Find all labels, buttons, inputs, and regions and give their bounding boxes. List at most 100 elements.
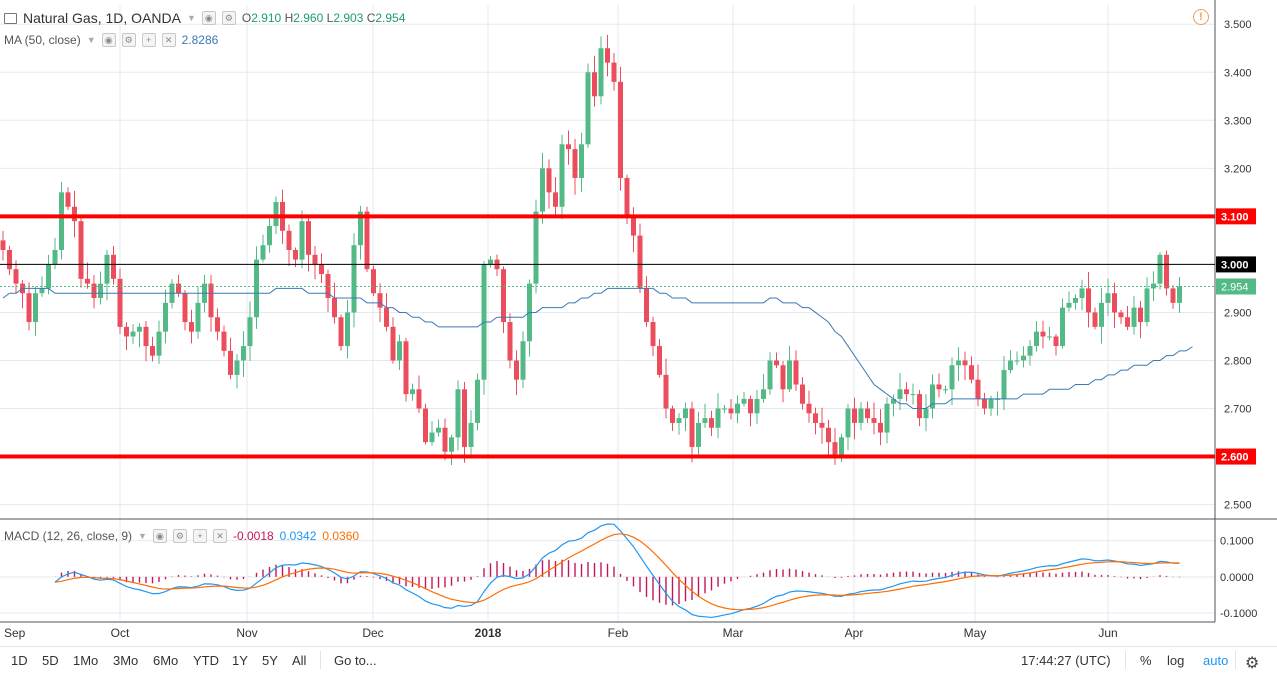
macd-label[interactable]: MACD (12, 26, close, 9) <box>4 529 133 543</box>
candle-down <box>85 278 90 284</box>
time-axis-label: Jun <box>1098 626 1117 640</box>
alert-icon[interactable]: ! <box>1193 9 1209 25</box>
settings-icon[interactable]: ⚙ <box>221 11 236 25</box>
range-1y[interactable]: 1Y <box>232 653 248 668</box>
candle-down <box>852 408 857 423</box>
candle-down <box>117 278 123 327</box>
candle-down <box>1086 288 1091 313</box>
price-axis-label: 2.500 <box>1224 500 1252 512</box>
candle-down <box>423 408 428 443</box>
candle-up <box>858 408 864 423</box>
candle-up <box>839 437 844 457</box>
close-value: 2.954 <box>375 11 406 25</box>
range-5y[interactable]: 5Y <box>262 653 278 668</box>
chevron-down-icon[interactable]: ▼ <box>138 531 147 541</box>
ma-label[interactable]: MA (50, close) <box>4 33 81 47</box>
clock-readout[interactable]: 17:44:27 (UTC) <box>1021 653 1111 668</box>
candle-down <box>819 422 825 428</box>
add-icon[interactable]: + <box>192 529 207 543</box>
candle-up <box>956 360 961 366</box>
candle-up <box>1177 286 1182 303</box>
candle-up <box>1073 298 1078 303</box>
time-axis-label: Oct <box>111 626 130 640</box>
eye-icon[interactable]: ◉ <box>101 33 116 47</box>
log-toggle[interactable]: log <box>1167 653 1185 668</box>
close-icon[interactable]: ✕ <box>161 33 176 47</box>
candle-up <box>1105 293 1111 303</box>
candle-up <box>1021 355 1026 361</box>
candle-down <box>306 221 311 255</box>
price-axis-label: 3.500 <box>1224 19 1252 31</box>
ma-legend: MA (50, close) ▼ ◉ ⚙ + ✕ 2.8286 <box>4 33 218 47</box>
candle-down <box>1125 317 1130 327</box>
candle-down <box>774 360 779 366</box>
candle-up <box>260 245 266 260</box>
time-axis-label: Mar <box>723 626 744 640</box>
symbol-title[interactable]: Natural Gas, 1D, OANDA <box>23 10 181 26</box>
candle-up <box>559 144 565 207</box>
range-ytd[interactable]: YTD <box>193 653 219 668</box>
candle-up <box>533 211 539 284</box>
candle-up <box>910 394 916 396</box>
candle-down <box>832 442 838 457</box>
candle-up <box>702 418 708 423</box>
settings-icon[interactable]: ⚙ <box>172 529 187 543</box>
candle-down <box>813 413 818 423</box>
goto-button[interactable]: Go to... <box>334 653 377 668</box>
collapse-legend-icon[interactable] <box>4 12 17 24</box>
time-axis-label: Feb <box>608 626 629 640</box>
close-icon[interactable]: ✕ <box>212 529 227 543</box>
chevron-down-icon[interactable]: ▼ <box>86 35 96 45</box>
candle-down <box>650 322 656 347</box>
candle-down <box>1170 288 1176 303</box>
range-5d[interactable]: 5D <box>42 653 59 668</box>
chart-canvas[interactable]: Sep Oct Nov Dec 2018 Feb Mar Apr May Jun 2.500 2.60… <box>0 0 1277 646</box>
high-value: 2.960 <box>293 11 324 25</box>
macd-signal-line <box>54 533 1180 611</box>
open-label: O <box>241 11 252 25</box>
range-1mo[interactable]: 1Mo <box>73 653 99 668</box>
level-price-badge <box>1216 256 1256 273</box>
candle-up <box>247 317 253 347</box>
candle-down <box>228 350 233 375</box>
candle-up <box>351 245 357 313</box>
auto-toggle[interactable]: auto <box>1203 653 1229 668</box>
range-1d[interactable]: 1D <box>11 653 28 668</box>
candle-up <box>585 72 591 145</box>
candle-up <box>436 427 441 433</box>
candle-up <box>683 408 688 419</box>
percent-toggle[interactable]: % <box>1140 653 1152 668</box>
level-price-badge <box>1216 448 1256 465</box>
range-6mo[interactable]: 6Mo <box>153 653 179 668</box>
candle-down <box>124 326 129 337</box>
candle-down <box>507 322 513 361</box>
range-3mo[interactable]: 3Mo <box>113 653 139 668</box>
candle-down <box>78 221 84 279</box>
candle-up <box>39 288 45 294</box>
candle-down <box>605 48 610 63</box>
bottom-toolbar: 1D 5D 1Mo 3Mo 6Mo YTD 1Y 5Y All Go to...… <box>0 646 1277 673</box>
candle-up <box>1079 288 1085 299</box>
add-icon[interactable]: + <box>141 33 156 47</box>
chevron-down-icon[interactable]: ▼ <box>186 13 196 23</box>
time-axis-label: May <box>964 626 987 640</box>
price-axis-label: 3.300 <box>1224 115 1252 127</box>
candle-down <box>657 346 662 375</box>
settings-gear-icon[interactable]: ⚙ <box>1245 655 1260 672</box>
range-all[interactable]: All <box>292 653 307 668</box>
candle-up <box>195 302 201 332</box>
candle-down <box>1138 307 1143 323</box>
candle-up <box>156 331 162 356</box>
settings-icon[interactable]: ⚙ <box>121 33 136 47</box>
candle-up <box>520 341 526 380</box>
time-axis-label: Nov <box>236 626 257 640</box>
eye-icon[interactable]: ◉ <box>152 529 167 543</box>
candle-up <box>1014 360 1020 362</box>
candle-down <box>689 408 695 447</box>
price-axis-label: 2.900 <box>1224 307 1252 319</box>
candle-up <box>488 259 493 265</box>
candle-up <box>429 432 435 443</box>
candle-down <box>865 408 870 419</box>
candle-down <box>111 254 116 279</box>
eye-icon[interactable]: ◉ <box>201 11 216 25</box>
